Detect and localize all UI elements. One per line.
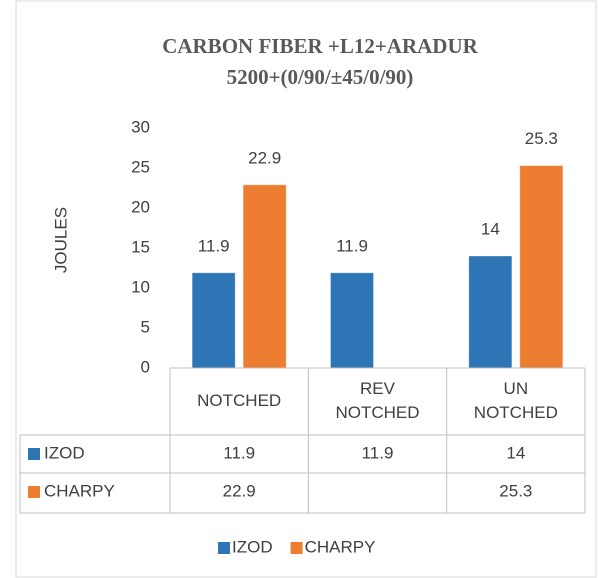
legend-key bbox=[290, 542, 303, 554]
table-cell: 11.9 bbox=[223, 443, 255, 462]
legend-label: CHARPY bbox=[305, 537, 376, 556]
table-row-label: IZOD bbox=[44, 443, 85, 462]
chart-title: CARBON FIBER +L12+ARADUR bbox=[162, 34, 478, 58]
x-tick-label: NOTCHED bbox=[197, 391, 281, 410]
bar bbox=[519, 165, 564, 369]
x-tick-label: REV bbox=[360, 379, 396, 398]
x-tick-label: NOTCHED bbox=[474, 403, 558, 422]
table-legend-key bbox=[28, 448, 40, 460]
x-tick-label: UN bbox=[504, 379, 529, 398]
data-label: 25.3 bbox=[525, 129, 558, 148]
bar bbox=[468, 255, 513, 369]
data-label: 11.9 bbox=[198, 236, 230, 255]
table-cell: 11.9 bbox=[362, 443, 394, 462]
y-axis-label: JOULES bbox=[51, 207, 70, 273]
data-label: 22.9 bbox=[248, 148, 281, 167]
table-legend-key bbox=[28, 486, 40, 498]
data-label: 11.9 bbox=[336, 236, 368, 255]
table-cell: 25.3 bbox=[499, 481, 532, 500]
legend-key bbox=[218, 542, 230, 554]
table-cell: 22.9 bbox=[223, 481, 256, 500]
y-tick-label: 30 bbox=[131, 117, 150, 136]
chart-title: 5200+(0/90/±45/0/90) bbox=[227, 65, 414, 89]
y-tick-label: 10 bbox=[131, 277, 150, 296]
bar bbox=[242, 184, 287, 369]
table-cell: 14 bbox=[506, 443, 525, 462]
legend-label: IZOD bbox=[232, 537, 273, 556]
y-tick-label: 25 bbox=[131, 157, 150, 176]
y-tick-label: 5 bbox=[141, 317, 150, 336]
y-tick-label: 15 bbox=[131, 237, 150, 256]
bar bbox=[330, 272, 374, 369]
bar bbox=[191, 272, 236, 369]
data-label: 14 bbox=[481, 219, 500, 238]
y-tick-label: 20 bbox=[131, 197, 150, 216]
table-row-label: CHARPY bbox=[44, 481, 115, 500]
x-tick-label: NOTCHED bbox=[335, 403, 419, 422]
y-tick-label: 0 bbox=[141, 357, 150, 376]
